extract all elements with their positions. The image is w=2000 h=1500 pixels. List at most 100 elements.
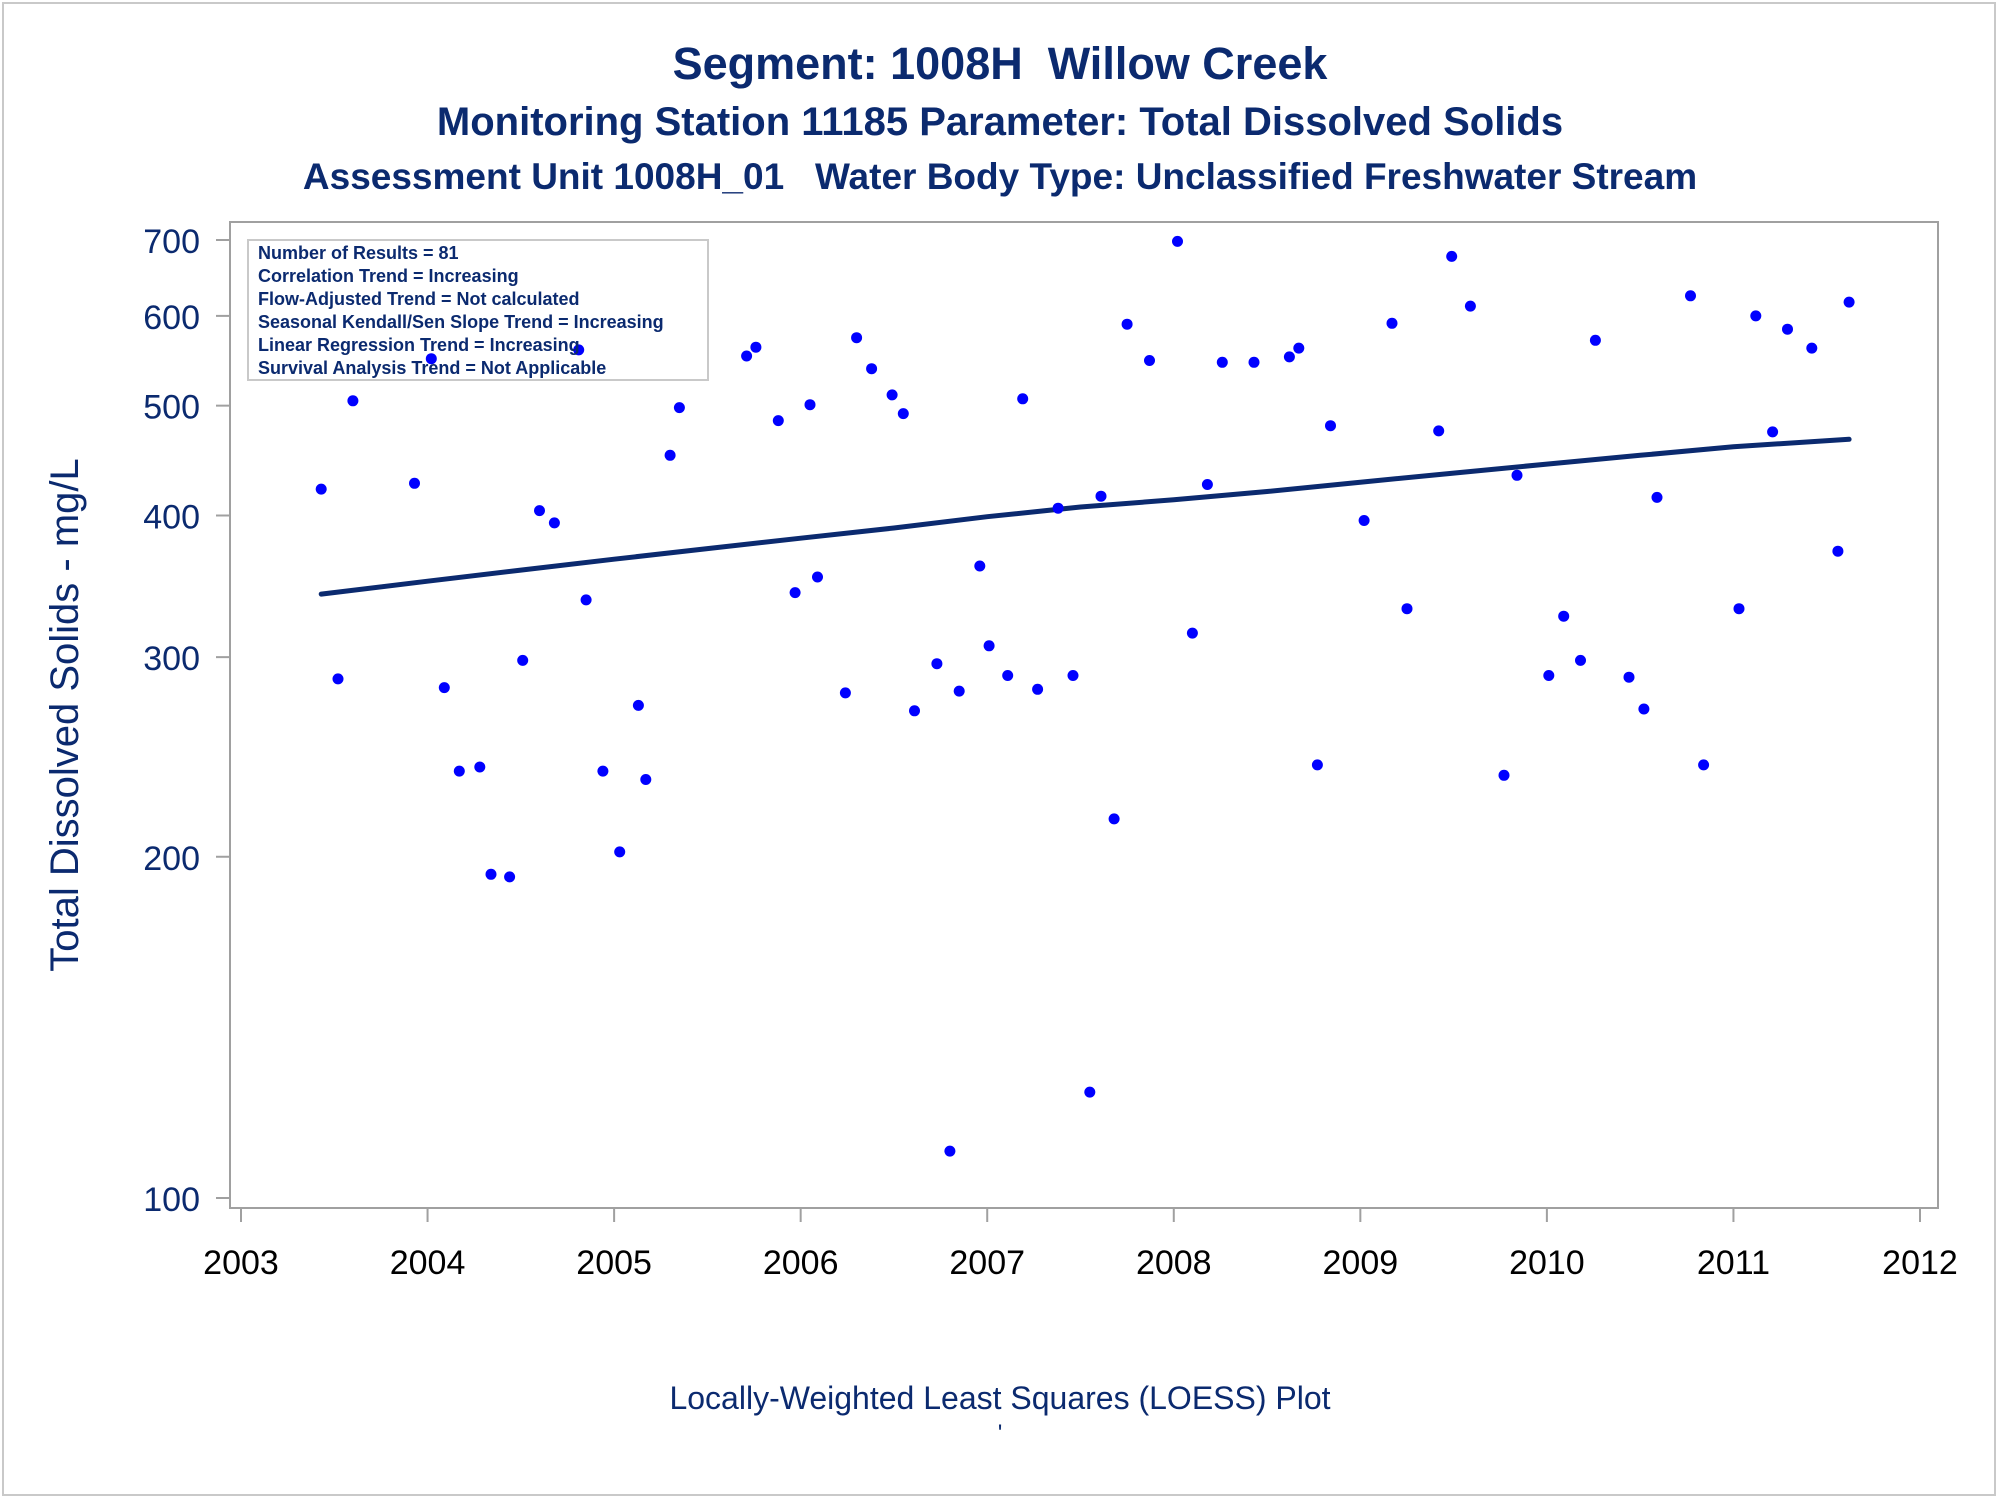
data-point (839, 687, 851, 699)
data-point (1767, 426, 1779, 438)
data-point (1401, 603, 1413, 615)
data-point (1084, 1086, 1096, 1098)
data-point (1685, 290, 1696, 302)
data-point (1248, 356, 1260, 368)
y-axis-label: Total Dissolved Solids - mg/L (43, 458, 87, 972)
footnote-mark: ' (997, 1420, 1003, 1447)
data-point (1575, 654, 1586, 666)
stats-box-line: Survival Analysis Trend = Not Applicable (258, 358, 607, 378)
plot-area-frame (229, 221, 1939, 1209)
x-tick-label: 2012 (1882, 1244, 1958, 1282)
x-tick-label: 2004 (390, 1244, 466, 1282)
data-point (580, 594, 592, 606)
data-point (1433, 425, 1445, 437)
data-point (504, 871, 516, 883)
y-tick-label: 100 (143, 1181, 200, 1219)
data-point (1095, 490, 1107, 502)
data-point (1358, 515, 1370, 526)
stats-box-line: Flow-Adjusted Trend = Not calculated (258, 289, 580, 309)
y-axis: 100 200 300 400 500 600 700 (143, 223, 230, 1219)
data-point (1311, 759, 1323, 771)
stats-box-line: Number of Results = 81 (258, 243, 459, 263)
data-point (1216, 356, 1228, 368)
data-point (789, 587, 801, 599)
data-point (1108, 813, 1120, 825)
x-tick-label: 2006 (763, 1244, 839, 1282)
data-point (953, 685, 965, 697)
data-point (409, 477, 420, 489)
data-point (485, 868, 497, 880)
data-point (1032, 683, 1044, 695)
footnote: Locally-Weighted Least Squares (LOESS) P… (669, 1380, 1331, 1416)
data-point (1806, 342, 1818, 354)
data-point (614, 846, 626, 858)
data-point (1498, 769, 1510, 781)
x-tick-label: 2005 (576, 1244, 652, 1282)
data-point (804, 399, 816, 411)
data-point (866, 363, 878, 375)
data-point (1121, 318, 1133, 330)
data-point (1067, 670, 1079, 681)
y-tick-label: 300 (143, 640, 200, 678)
data-point (1782, 323, 1793, 335)
data-point (332, 673, 344, 685)
data-point (897, 408, 909, 420)
stats-box-line: Seasonal Kendall/Sen Slope Trend = Incre… (258, 312, 664, 332)
data-point (750, 341, 762, 353)
data-point (1144, 355, 1155, 366)
x-tick-label: 2011 (1697, 1244, 1770, 1282)
data-point (1832, 545, 1844, 557)
chart-title: Segment: 1008H Willow Creek (672, 38, 1328, 89)
data-points-group (315, 235, 1855, 1157)
y-tick-label: 400 (143, 499, 200, 537)
data-point (741, 350, 753, 362)
data-point (1589, 334, 1601, 346)
y-tick-label: 500 (143, 389, 200, 427)
data-point (1017, 393, 1029, 405)
data-point (1638, 703, 1650, 715)
y-tick-label: 600 (143, 299, 200, 337)
data-point (548, 517, 560, 529)
data-point (664, 449, 676, 461)
data-point (573, 344, 585, 356)
x-tick-label: 2008 (1136, 1244, 1212, 1282)
data-point (886, 389, 898, 401)
data-point (474, 761, 486, 773)
data-point (931, 658, 943, 670)
x-tick-label: 2003 (203, 1244, 279, 1282)
x-axis: 2003 2004 2005 2006 2007 2008 2009 2010 2011 2012 (203, 1208, 1958, 1282)
data-point (640, 774, 652, 785)
data-point (438, 682, 450, 694)
data-point (974, 560, 986, 572)
stats-box-line: Correlation Trend = Increasing (258, 266, 519, 286)
data-point (1446, 250, 1458, 262)
x-tick-label: 2009 (1323, 1244, 1399, 1282)
data-point (851, 332, 863, 344)
stats-box-frame (247, 239, 709, 381)
data-point (1052, 502, 1064, 514)
loess-trend-line (318, 436, 1852, 597)
data-point (1201, 479, 1213, 490)
x-tick-label: 2010 (1509, 1244, 1585, 1282)
data-point (1651, 491, 1663, 503)
data-point (1293, 342, 1305, 354)
data-point (673, 402, 685, 414)
data-point (534, 505, 545, 517)
data-point (1698, 759, 1710, 771)
y-tick-label: 200 (143, 840, 200, 878)
data-point (812, 571, 823, 583)
data-point (315, 483, 327, 495)
data-point (1511, 469, 1523, 481)
stats-box-line: Linear Regression Trend = Increasing (258, 335, 580, 355)
data-point (1002, 670, 1014, 681)
data-point (944, 1145, 956, 1157)
data-point (772, 415, 784, 427)
data-point (517, 654, 529, 666)
data-point (347, 395, 359, 407)
data-point (1543, 670, 1555, 681)
y-tick-label: 700 (143, 223, 200, 261)
data-point (1623, 671, 1635, 683)
data-point (425, 353, 437, 365)
